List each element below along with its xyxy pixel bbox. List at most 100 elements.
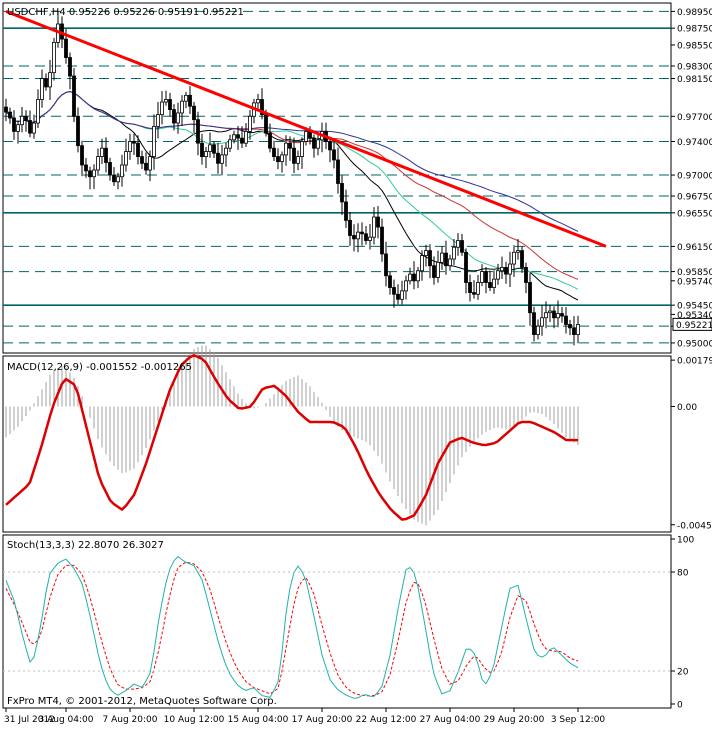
price-tick-label: 0.95340 <box>677 311 712 321</box>
candle <box>124 138 128 172</box>
macd-title: MACD(12,26,9) -0.001552 -0.001265 <box>7 362 192 373</box>
candle <box>144 152 148 175</box>
candle <box>564 307 568 334</box>
price-tick-label: 0.98300 <box>677 62 712 72</box>
macd-tick-label: 0.00179 <box>677 357 712 367</box>
price-tick-label: 0.98550 <box>677 41 712 51</box>
candle <box>544 301 548 329</box>
candle <box>216 142 220 174</box>
candle <box>272 140 276 162</box>
candle <box>180 95 184 126</box>
price-tick-label: 0.95000 <box>677 339 712 349</box>
candle <box>572 316 576 346</box>
candle <box>380 218 384 262</box>
price-tick-label: 0.98750 <box>677 25 712 35</box>
macd-axis: 0.00179 0.00 -0.00457 <box>671 357 712 531</box>
candle <box>44 73 48 91</box>
candle <box>280 151 284 173</box>
stochastic-panel: 100 80 20 0 Stoch(13,3,3) 22.8070 26.3027 F… <box>2 534 694 711</box>
time-tick-label: 22 Aug 12:00 <box>356 715 417 725</box>
time-tick-label: 17 Aug 20:00 <box>292 715 353 725</box>
copyright-footer: FxPro MT4, © 2001-2012, MetaQuotes Softw… <box>7 696 277 707</box>
candle <box>160 91 164 125</box>
candle <box>276 148 280 170</box>
candle <box>336 147 340 194</box>
time-tick-label: 3 Sep 12:00 <box>551 715 606 725</box>
candle <box>548 304 552 322</box>
candle <box>524 262 528 294</box>
candle <box>248 110 252 140</box>
candle <box>476 275 480 300</box>
candle <box>364 226 368 245</box>
time-tick-label: 7 Aug 20:00 <box>103 715 158 725</box>
candle <box>560 306 564 323</box>
candle <box>448 254 452 271</box>
candle <box>256 93 260 110</box>
stochastic-tick-label: 80 <box>677 569 689 579</box>
candle <box>316 132 320 156</box>
candle <box>132 133 136 155</box>
candle <box>192 101 196 134</box>
candle <box>36 89 40 128</box>
candle <box>236 126 240 150</box>
candle <box>212 141 216 159</box>
price-tick-label: 0.98150 <box>677 75 712 85</box>
candle <box>16 120 20 144</box>
candle <box>404 275 408 300</box>
candle <box>360 222 364 246</box>
candle <box>68 52 72 90</box>
candle <box>460 233 464 256</box>
stochastic-tick-label: 0 <box>677 701 683 711</box>
candle <box>108 157 112 181</box>
candle <box>164 90 168 106</box>
candle <box>556 300 560 328</box>
price-tick-label: 0.96150 <box>677 243 712 253</box>
downtrend-line[interactable] <box>5 9 607 248</box>
candle <box>100 138 104 165</box>
candle <box>540 305 544 336</box>
candle <box>168 92 172 117</box>
candle <box>128 133 132 160</box>
time-tick-label: 15 Aug 04:00 <box>228 715 289 725</box>
candle <box>328 136 332 163</box>
candle <box>204 146 208 168</box>
candle <box>172 104 176 131</box>
candle <box>440 246 444 270</box>
price-tick-label: 0.97400 <box>677 138 712 148</box>
candle <box>40 69 44 108</box>
candle <box>244 123 248 148</box>
candle <box>388 271 392 295</box>
candle <box>200 133 204 165</box>
candle <box>140 150 144 170</box>
candle <box>20 107 24 133</box>
stochastic-panel-frame <box>2 534 672 709</box>
candle <box>156 101 160 139</box>
candle <box>496 263 500 285</box>
macd-tick-label: 0.00 <box>677 403 697 413</box>
candle <box>48 59 52 101</box>
candle <box>344 189 348 228</box>
candle <box>260 88 264 120</box>
candle <box>268 123 272 153</box>
candle <box>536 319 540 340</box>
price-tick-label: 0.95450 <box>677 302 712 312</box>
price-tick-label: 0.97700 <box>677 113 712 123</box>
time-tick-label: 27 Aug 04:00 <box>420 715 481 725</box>
candle <box>300 137 304 169</box>
candle <box>80 140 84 177</box>
candle <box>516 239 520 260</box>
stochastic-main-line <box>5 555 579 699</box>
candle <box>436 250 440 283</box>
candle <box>284 135 288 166</box>
candle <box>340 175 344 216</box>
candle <box>528 273 532 326</box>
price-tick-label: 0.96550 <box>677 209 712 219</box>
candle <box>184 91 188 109</box>
moving-average-line-0 <box>5 90 579 301</box>
candle <box>96 148 100 176</box>
candle <box>228 134 232 152</box>
candle <box>512 245 516 277</box>
candle <box>76 107 80 153</box>
